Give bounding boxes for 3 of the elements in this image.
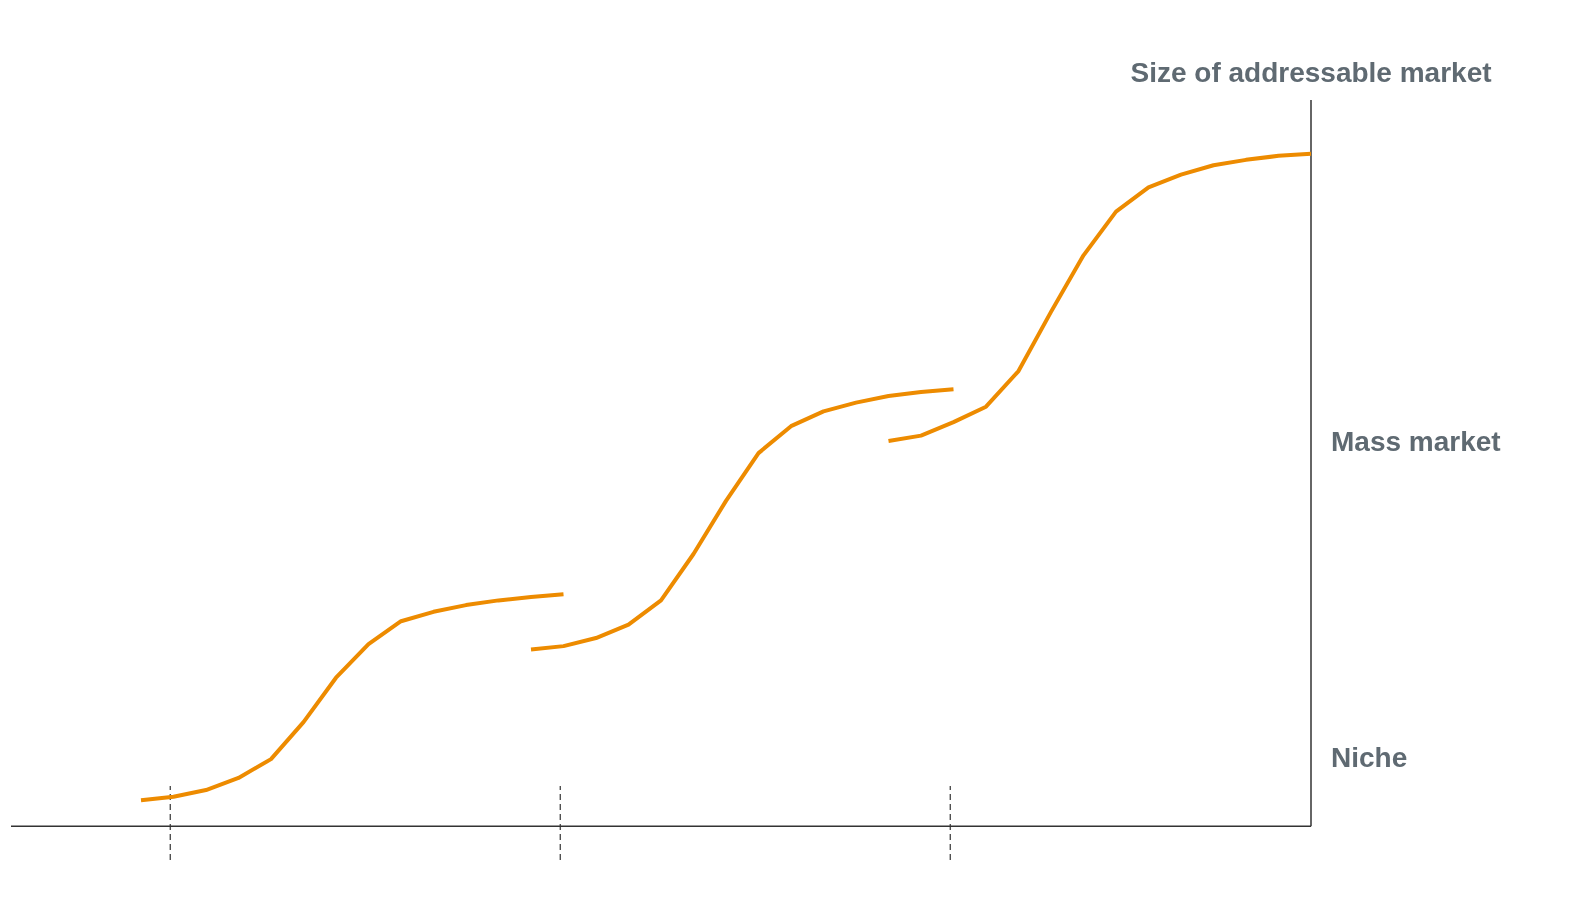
y-axis-title: Size of addressable market	[1130, 57, 1492, 88]
text: Mass market	[1331, 426, 1501, 458]
text: Niche	[1331, 742, 1408, 774]
